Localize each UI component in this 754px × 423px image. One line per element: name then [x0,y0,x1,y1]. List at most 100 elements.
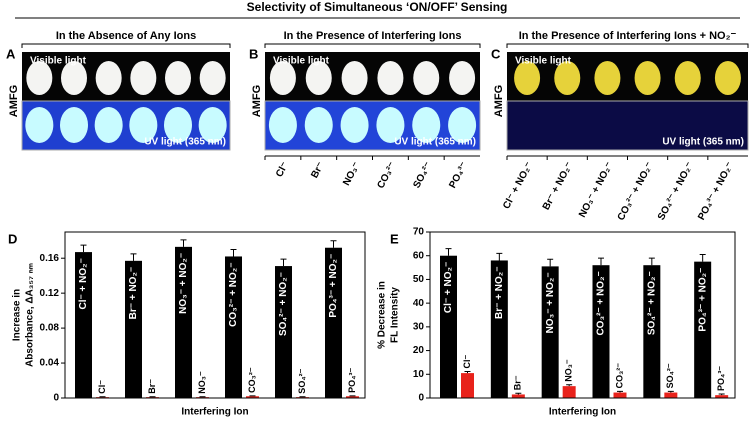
bar-label: NO₃⁻ + NO₂⁻ [545,272,556,333]
x-axis-label: Interfering Ion [549,407,616,418]
bar [75,252,92,398]
bar-label: Br⁻ + NO₂⁻ [494,266,505,319]
side-label: AMFG [251,85,263,117]
heading-bracket [21,43,231,48]
pellet-glow [376,107,405,143]
panel-label: D [8,231,17,246]
error-bar [230,248,237,257]
bar-label: Br⁻ + NO₂⁻ [128,267,139,320]
bar-label: PO₄³⁻ [347,368,357,393]
panel-label: E [390,231,399,246]
pellet [341,61,368,95]
bar [541,266,559,398]
bar [592,265,610,398]
panel-heading: In the Absence of Any Ions [56,30,196,42]
pellet-glow [268,107,297,143]
bar [490,260,508,398]
bar-label: CO₃²⁻ [614,363,624,389]
ion-label: NO₃⁻ + NO₂⁻ [577,160,615,219]
x-axis-label: Interfering Ion [181,407,248,418]
ion-label: SO₄²⁻ [411,160,434,190]
bar [275,266,292,398]
y-tick-label: 70 [413,227,425,238]
y-tick-label: 50 [413,274,425,285]
y-axis-label: Absorbance, ΔA₃₅₇ ₙₘ [25,263,36,367]
bar-label: NO₃⁻ [197,371,207,394]
pellet [634,61,661,95]
bar-label: SO₄²⁻ + NO₂⁻ [278,272,289,336]
pellet-glow [60,107,88,143]
y-tick-label: 20 [413,345,425,356]
bar [715,395,729,398]
bar-label: NO₃⁻ [564,359,574,382]
error-bar [699,254,706,262]
y-tick-label: 0.16 [40,253,60,264]
pellet-glow [448,107,477,143]
photo-top-label: Visible light [30,56,87,67]
pellet-glow [304,107,333,143]
bar [461,373,474,398]
pellet [165,61,191,95]
bar-label: SO₄²⁻ [297,368,307,393]
pellet [377,61,404,95]
y-tick-label: 10 [413,369,425,380]
pellet [95,61,122,95]
photo-uv [21,100,231,151]
pellet [199,61,226,95]
bar-label: PO₄³⁻ + NO₂⁻ [697,268,708,332]
bar [664,392,678,398]
error-bar [80,244,87,253]
error-bar [718,393,725,396]
ion-label: PO₄³⁻ + NO₂⁻ [696,160,736,222]
plot-frame [64,231,366,399]
pellet-glow [164,107,192,143]
pellet [61,61,87,95]
bar-label: Br⁻ [147,379,157,394]
bar-label: CO₃²⁻ [247,367,257,393]
bar [125,260,142,398]
pellet-glow [198,107,227,143]
ion-label: CO₃²⁻ + NO₂⁻ [616,160,656,222]
side-label: AMFG [493,85,505,117]
panel-label: A [6,46,16,61]
error-bar [515,392,522,395]
error-bar [648,257,655,266]
pellet [594,61,621,95]
pellet-glow [412,107,441,143]
y-tick-label: 30 [413,321,425,332]
y-tick-label: 0 [418,393,424,404]
error-bar [496,252,503,261]
pellet [554,61,581,95]
y-tick-label: 0 [53,393,59,404]
error-bar [330,240,337,248]
bar-label: Cl⁻ [97,380,107,394]
bar-label: Cl⁻ + NO₂⁻ [78,258,89,309]
error-bar [464,370,471,374]
bar [225,256,242,398]
bar [246,396,259,398]
ion-label: Cl⁻ + NO₂⁻ [501,160,535,211]
heading-bracket [264,43,481,48]
panel-heading: In the Presence of Interfering Ions [284,30,462,42]
bar [440,255,457,398]
bar-label: CO₃²⁻ + NO₂⁻ [228,262,239,326]
panel-label: B [249,46,258,61]
ion-label: PO₄³⁻ [447,160,470,190]
y-axis-label: FL Intensity [390,287,401,343]
pellet-glow [94,107,123,143]
ion-label: Br⁻ [309,160,326,180]
error-bar [445,248,452,256]
bar-label: NO₃⁻ + NO₂⁻ [178,253,189,314]
panel-label: C [491,46,501,61]
pellet [449,61,476,95]
bar-label: Br⁻ [513,375,523,390]
pellet [514,61,541,95]
ion-label: Cl⁻ [274,160,291,179]
pellet [130,61,157,95]
bar-label: Cl⁻ + NO₂⁻ [443,262,454,313]
side-label: AMFG [8,85,20,117]
ion-label: Br⁻ + NO₂⁻ [541,160,575,212]
pellet [714,61,741,95]
ion-label: SO₄²⁻ + NO₂⁻ [656,160,696,222]
